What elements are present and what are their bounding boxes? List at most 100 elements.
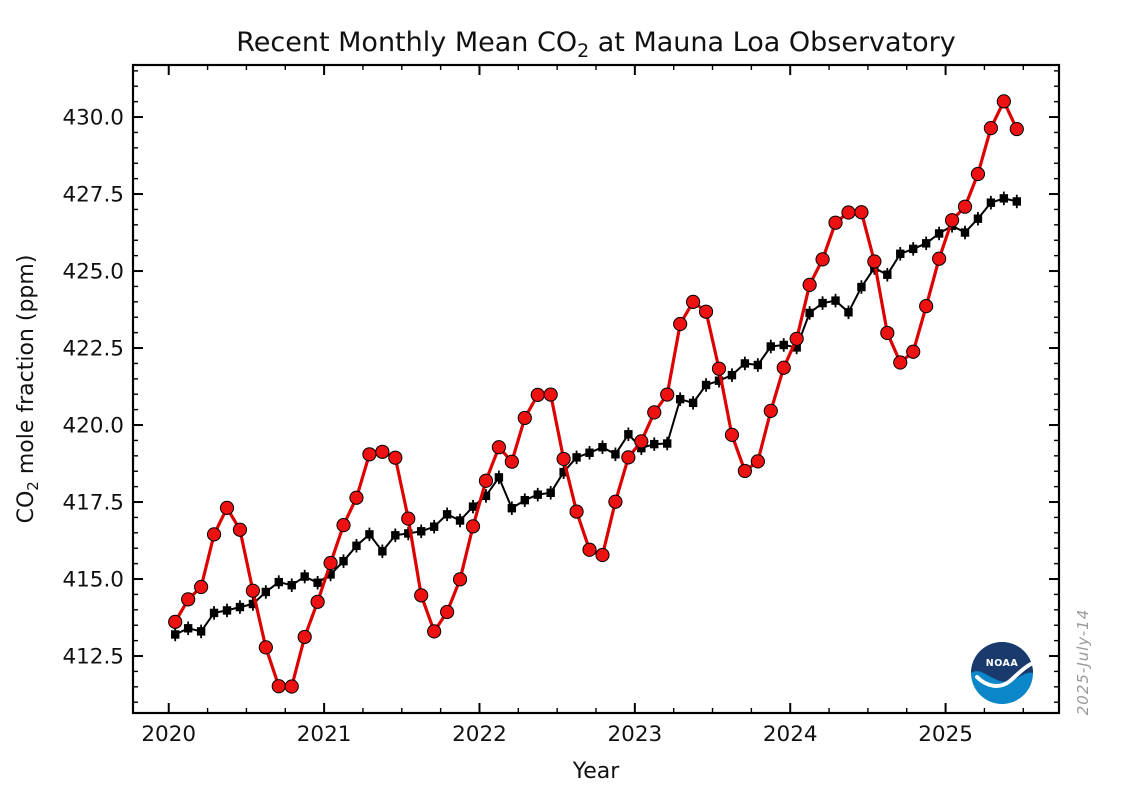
deseasonalized_trend-marker [1012,197,1021,206]
monthly_mean-marker [828,215,843,230]
deseasonalized_trend-marker [313,578,322,587]
gull-icon [975,662,1033,688]
deseasonalized_trend-marker [973,214,983,223]
deseasonalized_trend-marker [844,308,853,317]
deseasonalized_trend-marker [429,522,439,531]
monthly_mean-marker [776,360,791,375]
monthly_mean-marker [258,640,273,655]
deseasonalized_trend-marker [883,270,892,279]
y-axis-label: CO2 mole fraction (ppm) [14,255,42,524]
deseasonalized_trend-marker [805,308,814,318]
monthly_mean-marker [465,519,481,534]
monthly_mean-marker [944,213,960,228]
monthly_mean-marker [724,427,740,442]
deseasonalized_trend-marker [287,580,296,590]
deseasonalized_trend-marker [611,450,620,459]
monthly_mean-marker [621,450,636,465]
y-tick-label: 425.0 [62,260,124,285]
monthly_mean-marker [789,331,804,346]
monthly_mean-marker [219,500,235,515]
date-watermark: 2025-July-14 [1074,609,1092,716]
monthly_mean-marker [284,679,299,694]
monthly_mean-marker [323,555,338,571]
deseasonalized_trend-marker [572,453,581,462]
deseasonalized_trend-marker [326,570,335,579]
monthly_mean-marker [245,583,260,598]
monthly_mean-marker [556,451,571,467]
monthly_mean-marker [647,405,662,420]
monthly_mean-marker [957,199,973,214]
chart-title: Recent Monthly Mean CO2 at Mauna Loa Obs… [236,27,956,62]
monthly_mean-marker [310,594,325,609]
deseasonalized_trend-marker [274,577,283,587]
monthly_mean-marker [582,542,597,557]
deseasonalized_trend-marker [921,239,931,248]
y-tick-label: 415.0 [62,568,124,593]
monthly_mean-marker [336,518,351,533]
monthly_mean-marker [854,205,869,220]
monthly_mean-marker [440,604,455,620]
deseasonalized_trend-marker [378,547,387,556]
monthly_mean-marker [880,325,895,341]
monthly_mean-marker [375,444,390,459]
monthly_mean-marker [452,572,468,587]
monthly_mean-marker [181,592,196,607]
deseasonalized_trend-marker [559,467,568,477]
monthly_mean-marker [569,504,584,519]
x-tick-label: 2020 [141,722,196,747]
y-tick-label: 430.0 [62,106,124,131]
y-tick-label: 420.0 [62,414,124,439]
monthly_mean-marker [401,511,416,526]
noaa-logo-text: NOAA [986,658,1019,669]
deseasonalized_trend-marker [235,602,245,612]
monthly_mean-marker [737,463,752,479]
monthly_mean-marker [362,447,377,462]
deseasonalized_trend-marker [468,502,478,511]
monthly_mean-marker [763,403,778,418]
deseasonalized_trend-marker [171,630,180,639]
deseasonalized_trend-marker [261,587,271,597]
deseasonalized_trend-marker [339,556,348,566]
monthly_mean-marker [194,579,209,595]
monthly_mean-marker [802,277,817,293]
deseasonalized_trend-marker [352,541,361,550]
monthly_mean-marker [686,294,701,309]
y-tick-label: 412.5 [62,645,124,670]
deseasonalized_trend-marker [196,627,206,636]
deseasonalized_trend-marker [442,510,452,519]
monthly_mean-marker [815,252,830,267]
monthly_mean-marker [750,454,765,469]
monthly_mean-marker [1009,121,1024,137]
monthly_mean-marker [919,299,934,314]
deseasonalized_trend-marker [701,380,711,390]
deseasonalized_trend-marker [507,503,517,513]
x-tick-label: 2021 [297,722,352,747]
deseasonalized_trend-marker [753,360,763,370]
noaa-logo: NOAA [971,641,1034,704]
deseasonalized_trend-marker [857,282,866,292]
plot-frame [131,63,1061,715]
deseasonalized_trend-marker [300,572,309,581]
deseasonalized_trend-marker [417,527,426,536]
x-tick-label: 2024 [763,722,818,747]
deseasonalized_trend-marker [663,439,672,448]
deseasonalized_trend-marker [934,229,944,238]
monthly_mean-marker [608,494,623,509]
monthly_mean-marker [530,387,545,402]
y-tick-label: 427.5 [62,183,124,208]
monthly_mean-marker [893,355,908,370]
deseasonalized_trend-marker [533,490,542,499]
x-tick-label: 2023 [607,722,662,747]
y-tick-label: 417.5 [62,491,124,516]
deseasonalized_trend-marker [222,606,232,615]
monthly_mean-marker [168,614,183,629]
monthly_mean-marker [491,440,506,455]
deseasonalized_trend-marker [909,244,918,254]
deseasonalized_trend-marker [455,516,465,525]
deseasonalized_trend-marker [585,448,594,457]
monthly_mean-marker [504,454,519,469]
monthly_mean-marker [906,344,921,359]
y-tick-label: 422.5 [62,337,124,362]
x-axis-label: Year [572,759,621,784]
deseasonalized_trend-marker [714,376,724,385]
